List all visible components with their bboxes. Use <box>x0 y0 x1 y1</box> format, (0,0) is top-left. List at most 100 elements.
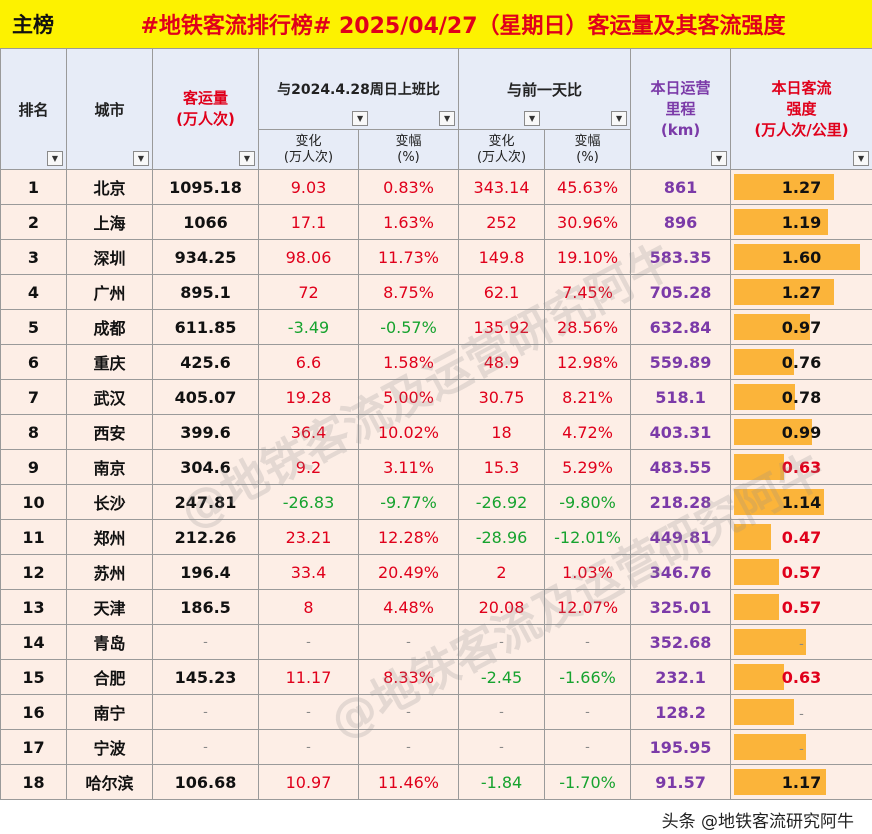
rank-cell: 5 <box>0 309 67 345</box>
city-cell: 重庆 <box>66 344 153 380</box>
table-row: 6 重庆 425.6 6.6 1.58% 48.9 12.98% 559.89 0.76 <box>0 344 872 380</box>
filter-dropdown-icon[interactable]: ▼ <box>611 111 628 126</box>
rank-cell: 2 <box>0 204 67 240</box>
intensity-bar <box>734 594 779 620</box>
volume-cell: - <box>152 624 259 660</box>
ly-change-cell: 33.4 <box>258 554 359 590</box>
intensity-cell: 1.60 <box>730 239 872 275</box>
intensity-cell: - <box>730 694 872 730</box>
intensity-cell: 0.47 <box>730 519 872 555</box>
intensity-bar <box>734 314 811 340</box>
filter-dropdown-icon[interactable]: ▼ <box>352 111 369 126</box>
pd-change-cell: 48.9 <box>458 344 546 380</box>
title-tag: 主榜 <box>12 13 54 37</box>
rank-cell: 16 <box>0 694 67 730</box>
intensity-value: 1.27 <box>781 177 822 197</box>
intensity-value: 0.97 <box>781 317 822 337</box>
intensity-cell: 1.27 <box>730 274 872 310</box>
mileage-cell: 325.01 <box>630 589 732 625</box>
mileage-cell: 346.76 <box>630 554 732 590</box>
intensity-value: - <box>799 706 804 722</box>
ly-change-pct-cell: - <box>357 694 460 730</box>
ly-change-cell: 72 <box>258 274 359 310</box>
intensity-cell: 0.57 <box>730 589 872 625</box>
pd-change-cell: -28.96 <box>458 519 546 555</box>
city-cell: 南京 <box>66 449 153 485</box>
volume-cell: 399.6 <box>152 414 259 450</box>
rank-cell: 11 <box>0 519 67 555</box>
mileage-cell: 705.28 <box>630 274 732 310</box>
header-mileage: 本日运营 里程 (km) ▼ <box>630 48 732 170</box>
intensity-value: - <box>799 636 804 652</box>
pd-change-pct-cell: 45.63% <box>544 169 632 205</box>
pd-change-pct-cell: 12.98% <box>544 344 632 380</box>
volume-cell: 1095.18 <box>152 169 259 205</box>
header-pd-change-pct: 变幅 (%) <box>544 129 632 170</box>
ridership-table: 排名 ▼ 城市 ▼ 客运量 (万人次) ▼ 与2024.4.28周日上班比 ▼ … <box>0 48 872 800</box>
mileage-cell: 195.95 <box>630 729 732 765</box>
volume-cell: 304.6 <box>152 449 259 485</box>
table-row: 14 青岛 - - - - -352.68- <box>0 624 872 660</box>
ly-change-cell: 17.1 <box>258 204 359 240</box>
intensity-bar <box>734 454 784 480</box>
volume-cell: 425.6 <box>152 344 259 380</box>
ly-change-pct-cell: 11.73% <box>357 239 460 275</box>
rank-cell: 12 <box>0 554 67 590</box>
intensity-bar <box>734 209 828 235</box>
pd-change-cell: - <box>458 694 546 730</box>
volume-cell: 895.1 <box>152 274 259 310</box>
pd-change-cell: 135.92 <box>458 309 546 345</box>
ly-change-pct-cell: 8.75% <box>357 274 460 310</box>
filter-dropdown-icon[interactable]: ▼ <box>711 151 728 166</box>
intensity-value: 0.99 <box>781 422 822 442</box>
pd-change-cell: 252 <box>458 204 546 240</box>
city-cell: 广州 <box>66 274 153 310</box>
city-cell: 青岛 <box>66 624 153 660</box>
table-row: 1 北京 1095.18 9.03 0.83% 343.14 45.63% 861 1.27 <box>0 169 872 205</box>
table-row: 5 成都 611.85 -3.49 -0.57% 135.92 28.56% 632.84 0.… <box>0 309 872 345</box>
pd-change-pct-cell: 8.21% <box>544 379 632 415</box>
table-row: 13 天津 186.5 8 4.48% 20.08 12.07% 325.01 0.57 <box>0 589 872 625</box>
table-row: 12 苏州 196.4 33.4 20.49% 2 1.03% 346.76 0.57 <box>0 554 872 590</box>
intensity-value: 1.17 <box>781 772 822 792</box>
intensity-bar <box>734 629 807 655</box>
pd-change-pct-cell: 12.07% <box>544 589 632 625</box>
intensity-bar <box>734 349 794 375</box>
intensity-bar <box>734 524 772 550</box>
intensity-value: 0.78 <box>781 387 822 407</box>
filter-dropdown-icon[interactable]: ▼ <box>439 111 456 126</box>
intensity-value: 0.57 <box>781 562 822 582</box>
volume-cell: 145.23 <box>152 659 259 695</box>
pd-change-cell: 20.08 <box>458 589 546 625</box>
pd-change-cell: 2 <box>458 554 546 590</box>
city-cell: 长沙 <box>66 484 153 520</box>
intensity-value: 1.14 <box>781 492 822 512</box>
rank-cell: 18 <box>0 764 67 800</box>
intensity-bar <box>734 769 827 795</box>
filter-dropdown-icon[interactable]: ▼ <box>524 111 541 126</box>
pd-change-cell: - <box>458 729 546 765</box>
header-pd-change: 变化 (万人次) <box>458 129 546 170</box>
filter-dropdown-icon[interactable]: ▼ <box>239 151 255 166</box>
intensity-cell: 0.97 <box>730 309 872 345</box>
ly-change-pct-cell: 12.28% <box>357 519 460 555</box>
table-row: 16 南宁 - - - - -128.2- <box>0 694 872 730</box>
header-vs-prev-day: 与前一天比 ▼ ▼ <box>458 48 632 130</box>
pd-change-pct-cell: - <box>544 729 632 765</box>
ly-change-cell: -3.49 <box>258 309 359 345</box>
filter-dropdown-icon[interactable]: ▼ <box>853 151 870 166</box>
volume-cell: 611.85 <box>152 309 259 345</box>
rank-cell: 14 <box>0 624 67 660</box>
rank-cell: 13 <box>0 589 67 625</box>
intensity-cell: 0.78 <box>730 379 872 415</box>
rank-cell: 15 <box>0 659 67 695</box>
table-row: 4 广州 895.1 72 8.75% 62.1 7.45% 705.28 1.27 <box>0 274 872 310</box>
header-rank: 排名 ▼ <box>0 48 67 170</box>
intensity-value: 0.63 <box>781 667 822 687</box>
mileage-cell: 518.1 <box>630 379 732 415</box>
filter-dropdown-icon[interactable]: ▼ <box>133 151 149 166</box>
pd-change-cell: -1.84 <box>458 764 546 800</box>
header-vs-last-year: 与2024.4.28周日上班比 ▼ ▼ <box>257 48 460 130</box>
ly-change-cell: 8 <box>258 589 359 625</box>
filter-dropdown-icon[interactable]: ▼ <box>47 151 63 166</box>
